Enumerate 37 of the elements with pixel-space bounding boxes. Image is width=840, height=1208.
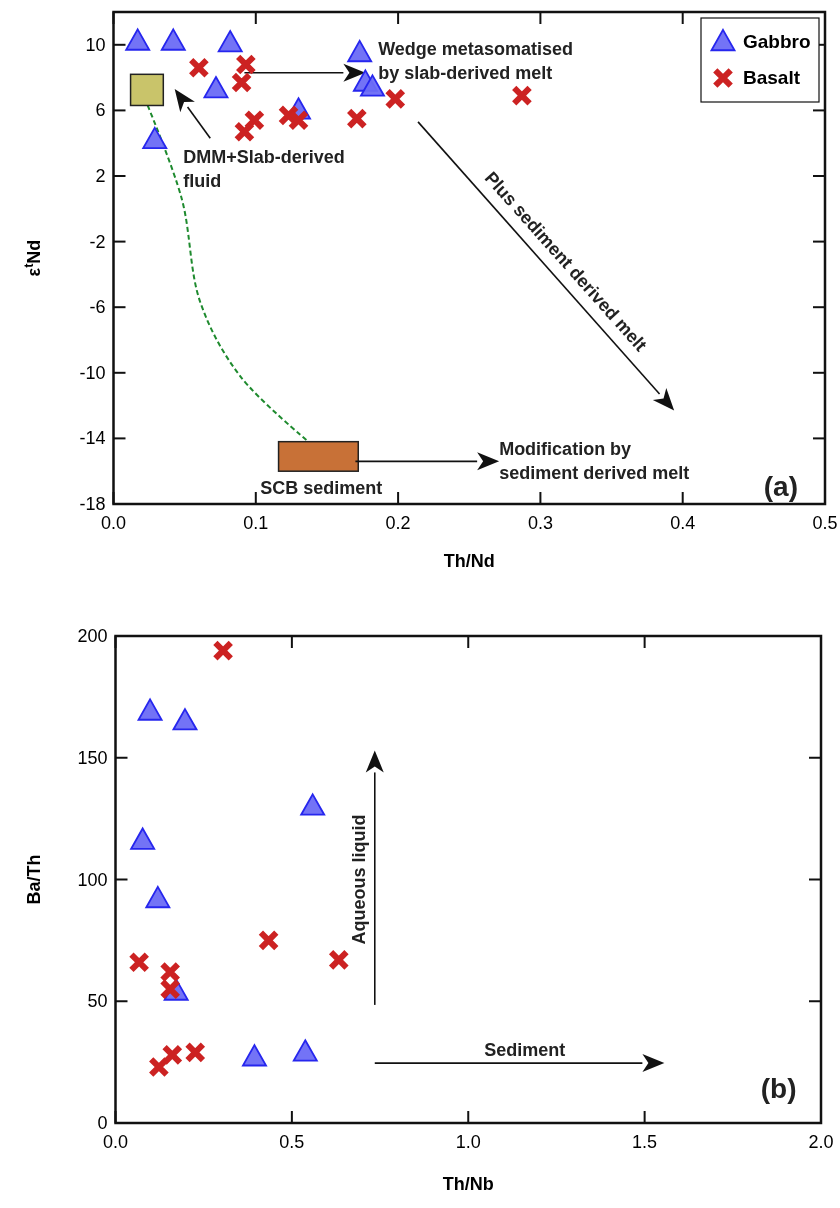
x-axis-title: Th/Nd bbox=[443, 551, 495, 571]
x-tick-label: 0.4 bbox=[670, 513, 696, 533]
x-tick-label: 0.2 bbox=[385, 513, 411, 533]
annotation: Wedge metasomatised by slab-derived melt bbox=[378, 39, 573, 84]
x-axis-title: Th/Nb bbox=[442, 1174, 494, 1194]
annotation: Sediment bbox=[484, 1040, 566, 1061]
y-tick-label: -18 bbox=[79, 494, 106, 514]
y-tick-label: 200 bbox=[77, 626, 108, 646]
x-tick-label: 0.0 bbox=[102, 1132, 129, 1152]
y-tick-label: 10 bbox=[85, 34, 106, 55]
legend-label: Basalt bbox=[743, 67, 801, 88]
x-tick-label: 0.5 bbox=[279, 1132, 305, 1152]
y-tick-label: -10 bbox=[79, 362, 106, 383]
y-tick-label: -14 bbox=[79, 428, 106, 449]
y-tick-label: 6 bbox=[95, 100, 106, 121]
y-tick-label: 2 bbox=[95, 166, 106, 186]
annotation: (a) bbox=[763, 470, 798, 502]
x-tick-label: 0.5 bbox=[812, 513, 838, 533]
y-tick-label: 0 bbox=[97, 1113, 108, 1133]
y-tick-label: 100 bbox=[77, 869, 108, 890]
y-tick-label: 150 bbox=[77, 747, 108, 768]
annotation: DMM+Slab-derived fluid bbox=[183, 146, 345, 191]
x-tick-label: 1.5 bbox=[632, 1132, 658, 1152]
x-tick-label: 1.0 bbox=[455, 1132, 481, 1152]
legend-label: Gabbro bbox=[743, 31, 811, 52]
y-tick-label: -6 bbox=[89, 297, 106, 318]
annotation: Modification by sediment derived melt bbox=[499, 438, 690, 483]
annotation: Aqueous liquid bbox=[349, 814, 370, 945]
x-tick-label: 0.0 bbox=[100, 513, 127, 533]
x-tick-label: 0.1 bbox=[243, 513, 269, 533]
x-tick-label: 0.3 bbox=[527, 513, 553, 533]
x-tick-label: 2.0 bbox=[808, 1132, 834, 1152]
annotation: SCB sediment bbox=[260, 477, 383, 498]
annotation: (b) bbox=[760, 1072, 797, 1104]
y-tick-label: 50 bbox=[87, 991, 108, 1012]
y-axis-title: Ba/Th bbox=[24, 854, 44, 905]
y-tick-label: -2 bbox=[89, 231, 106, 252]
